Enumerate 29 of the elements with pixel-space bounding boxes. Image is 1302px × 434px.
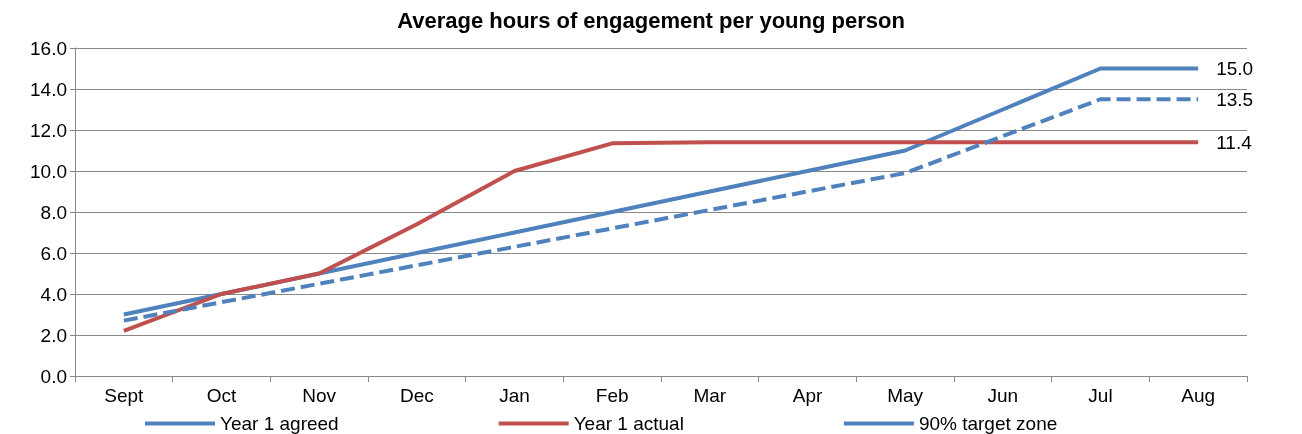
- x-tick-label: Feb: [595, 385, 629, 406]
- x-tick-label: Mar: [693, 385, 727, 406]
- y-tick-label: 8.0: [40, 201, 67, 223]
- y-tick-label: 2.0: [40, 324, 67, 346]
- x-tick-label: Jun: [987, 385, 1019, 406]
- legend-label: Year 1 actual: [573, 413, 684, 434]
- legend-label: 90% target zone: [918, 413, 1058, 434]
- x-tick-label: Dec: [399, 385, 434, 406]
- x-tick-label: Oct: [206, 385, 237, 406]
- y-tick-label: 4.0: [40, 283, 67, 305]
- y-tick-label: 16.0: [30, 37, 67, 59]
- x-tick-label: Jan: [499, 385, 530, 406]
- data-label: 15.0: [1216, 58, 1254, 79]
- x-tick-label: Apr: [792, 385, 823, 406]
- x-tick-label: Sept: [104, 385, 145, 406]
- y-tick-label: 6.0: [40, 242, 67, 264]
- x-tick-label: Aug: [1181, 385, 1216, 406]
- x-tick-label: Jul: [1088, 385, 1113, 406]
- y-tick-label: 14.0: [30, 78, 67, 100]
- x-tick-label: Nov: [302, 385, 337, 406]
- chart-title: Average hours of engagement per young person: [397, 7, 905, 33]
- y-tick-label: 12.0: [30, 119, 67, 141]
- line-series: [121, 140, 1201, 333]
- y-tick-label: 0.0: [40, 365, 67, 387]
- data-label: 11.4: [1216, 131, 1253, 153]
- x-tick-label: May: [887, 385, 924, 406]
- y-tick-label: 10.0: [30, 160, 67, 182]
- legend-label: Year 1 agreed: [220, 413, 339, 434]
- data-label: 13.5: [1216, 88, 1254, 110]
